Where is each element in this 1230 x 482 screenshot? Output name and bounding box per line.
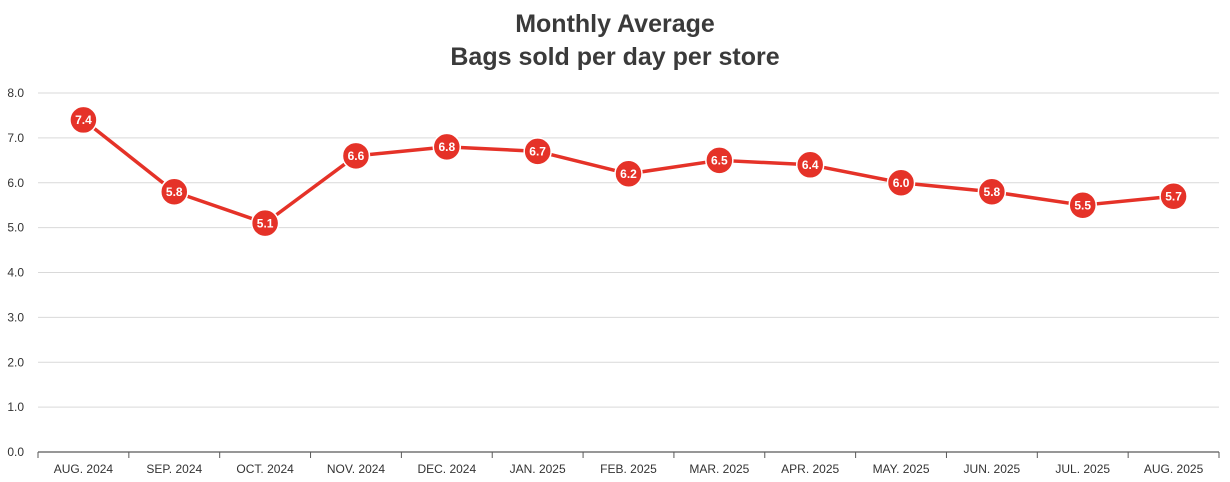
x-tick-label: APR. 2025 xyxy=(781,462,839,476)
y-tick-label: 3.0 xyxy=(7,310,24,324)
y-tick-label: 4.0 xyxy=(7,266,24,280)
x-axis-tick-labels: AUG. 2024 SEP. 2024 OCT. 2024 NOV. 2024 DEC.… xyxy=(54,462,1204,476)
data-point xyxy=(160,177,189,206)
data-point xyxy=(795,150,825,180)
gridlines xyxy=(38,92,1219,408)
chart-subtitle-line: Bags sold per day per store xyxy=(450,43,780,71)
data-label: 5.8 xyxy=(984,185,1001,199)
chart-title-line: Monthly Average xyxy=(515,10,715,38)
y-tick-label: 1.0 xyxy=(7,400,24,414)
data-label: 6.8 xyxy=(438,140,455,154)
x-tick-label: OCT. 2024 xyxy=(236,462,294,476)
data-label: 6.4 xyxy=(802,158,819,172)
series-layer: 7.4 5.8 5.1 6.6 6.8 6.7 6.2 6.5 6.4 6.0 5.8 5.5 5.7 xyxy=(69,105,1188,238)
y-axis-tick-labels: 0.0 1.0 2.0 3.0 4.0 5.0 6.0 7.0 8.0 xyxy=(7,86,24,459)
chart-title: Monthly Average Bags sold per day per st… xyxy=(0,8,1230,74)
x-tick-label: DEC. 2024 xyxy=(417,462,476,476)
y-tick-label: 6.0 xyxy=(7,176,24,190)
data-label: 5.7 xyxy=(1165,190,1182,204)
x-tick-label: SEP. 2024 xyxy=(146,462,202,476)
data-label: 5.8 xyxy=(166,185,183,199)
x-tick-label: MAR. 2025 xyxy=(689,462,749,476)
data-label: 6.2 xyxy=(620,167,637,181)
data-point xyxy=(432,132,462,162)
x-tick-label: AUG. 2024 xyxy=(54,462,114,476)
data-label: 6.6 xyxy=(348,149,365,163)
data-label: 5.1 xyxy=(257,216,274,230)
y-tick-label: 8.0 xyxy=(7,86,24,100)
data-point xyxy=(250,208,280,238)
x-tick-label: NOV. 2024 xyxy=(327,462,386,476)
x-tick-label: JAN. 2025 xyxy=(510,462,566,476)
x-tick-label: JUN. 2025 xyxy=(964,462,1021,476)
y-tick-label: 0.0 xyxy=(7,445,24,459)
data-point xyxy=(341,141,371,171)
data-point xyxy=(886,168,916,197)
data-point xyxy=(1068,190,1097,220)
y-tick-label: 5.0 xyxy=(7,221,24,235)
data-point xyxy=(69,105,98,135)
y-tick-label: 7.0 xyxy=(7,131,24,145)
data-point xyxy=(1159,181,1188,211)
data-point xyxy=(977,177,1007,206)
data-point xyxy=(614,159,643,189)
data-point xyxy=(705,146,734,175)
x-tick-label: JUL. 2025 xyxy=(1055,462,1110,476)
data-label: 5.5 xyxy=(1074,198,1091,212)
x-tick-label: AUG. 2025 xyxy=(1144,462,1204,476)
data-label: 6.5 xyxy=(711,154,728,168)
data-point xyxy=(523,137,552,166)
data-label: 7.4 xyxy=(75,113,92,127)
x-tick-label: MAY. 2025 xyxy=(873,462,930,476)
x-tick-label: FEB. 2025 xyxy=(600,462,657,476)
x-axis xyxy=(37,451,1220,458)
data-label: 6.0 xyxy=(893,176,910,190)
y-tick-label: 2.0 xyxy=(7,355,24,369)
data-label: 6.7 xyxy=(529,145,546,159)
